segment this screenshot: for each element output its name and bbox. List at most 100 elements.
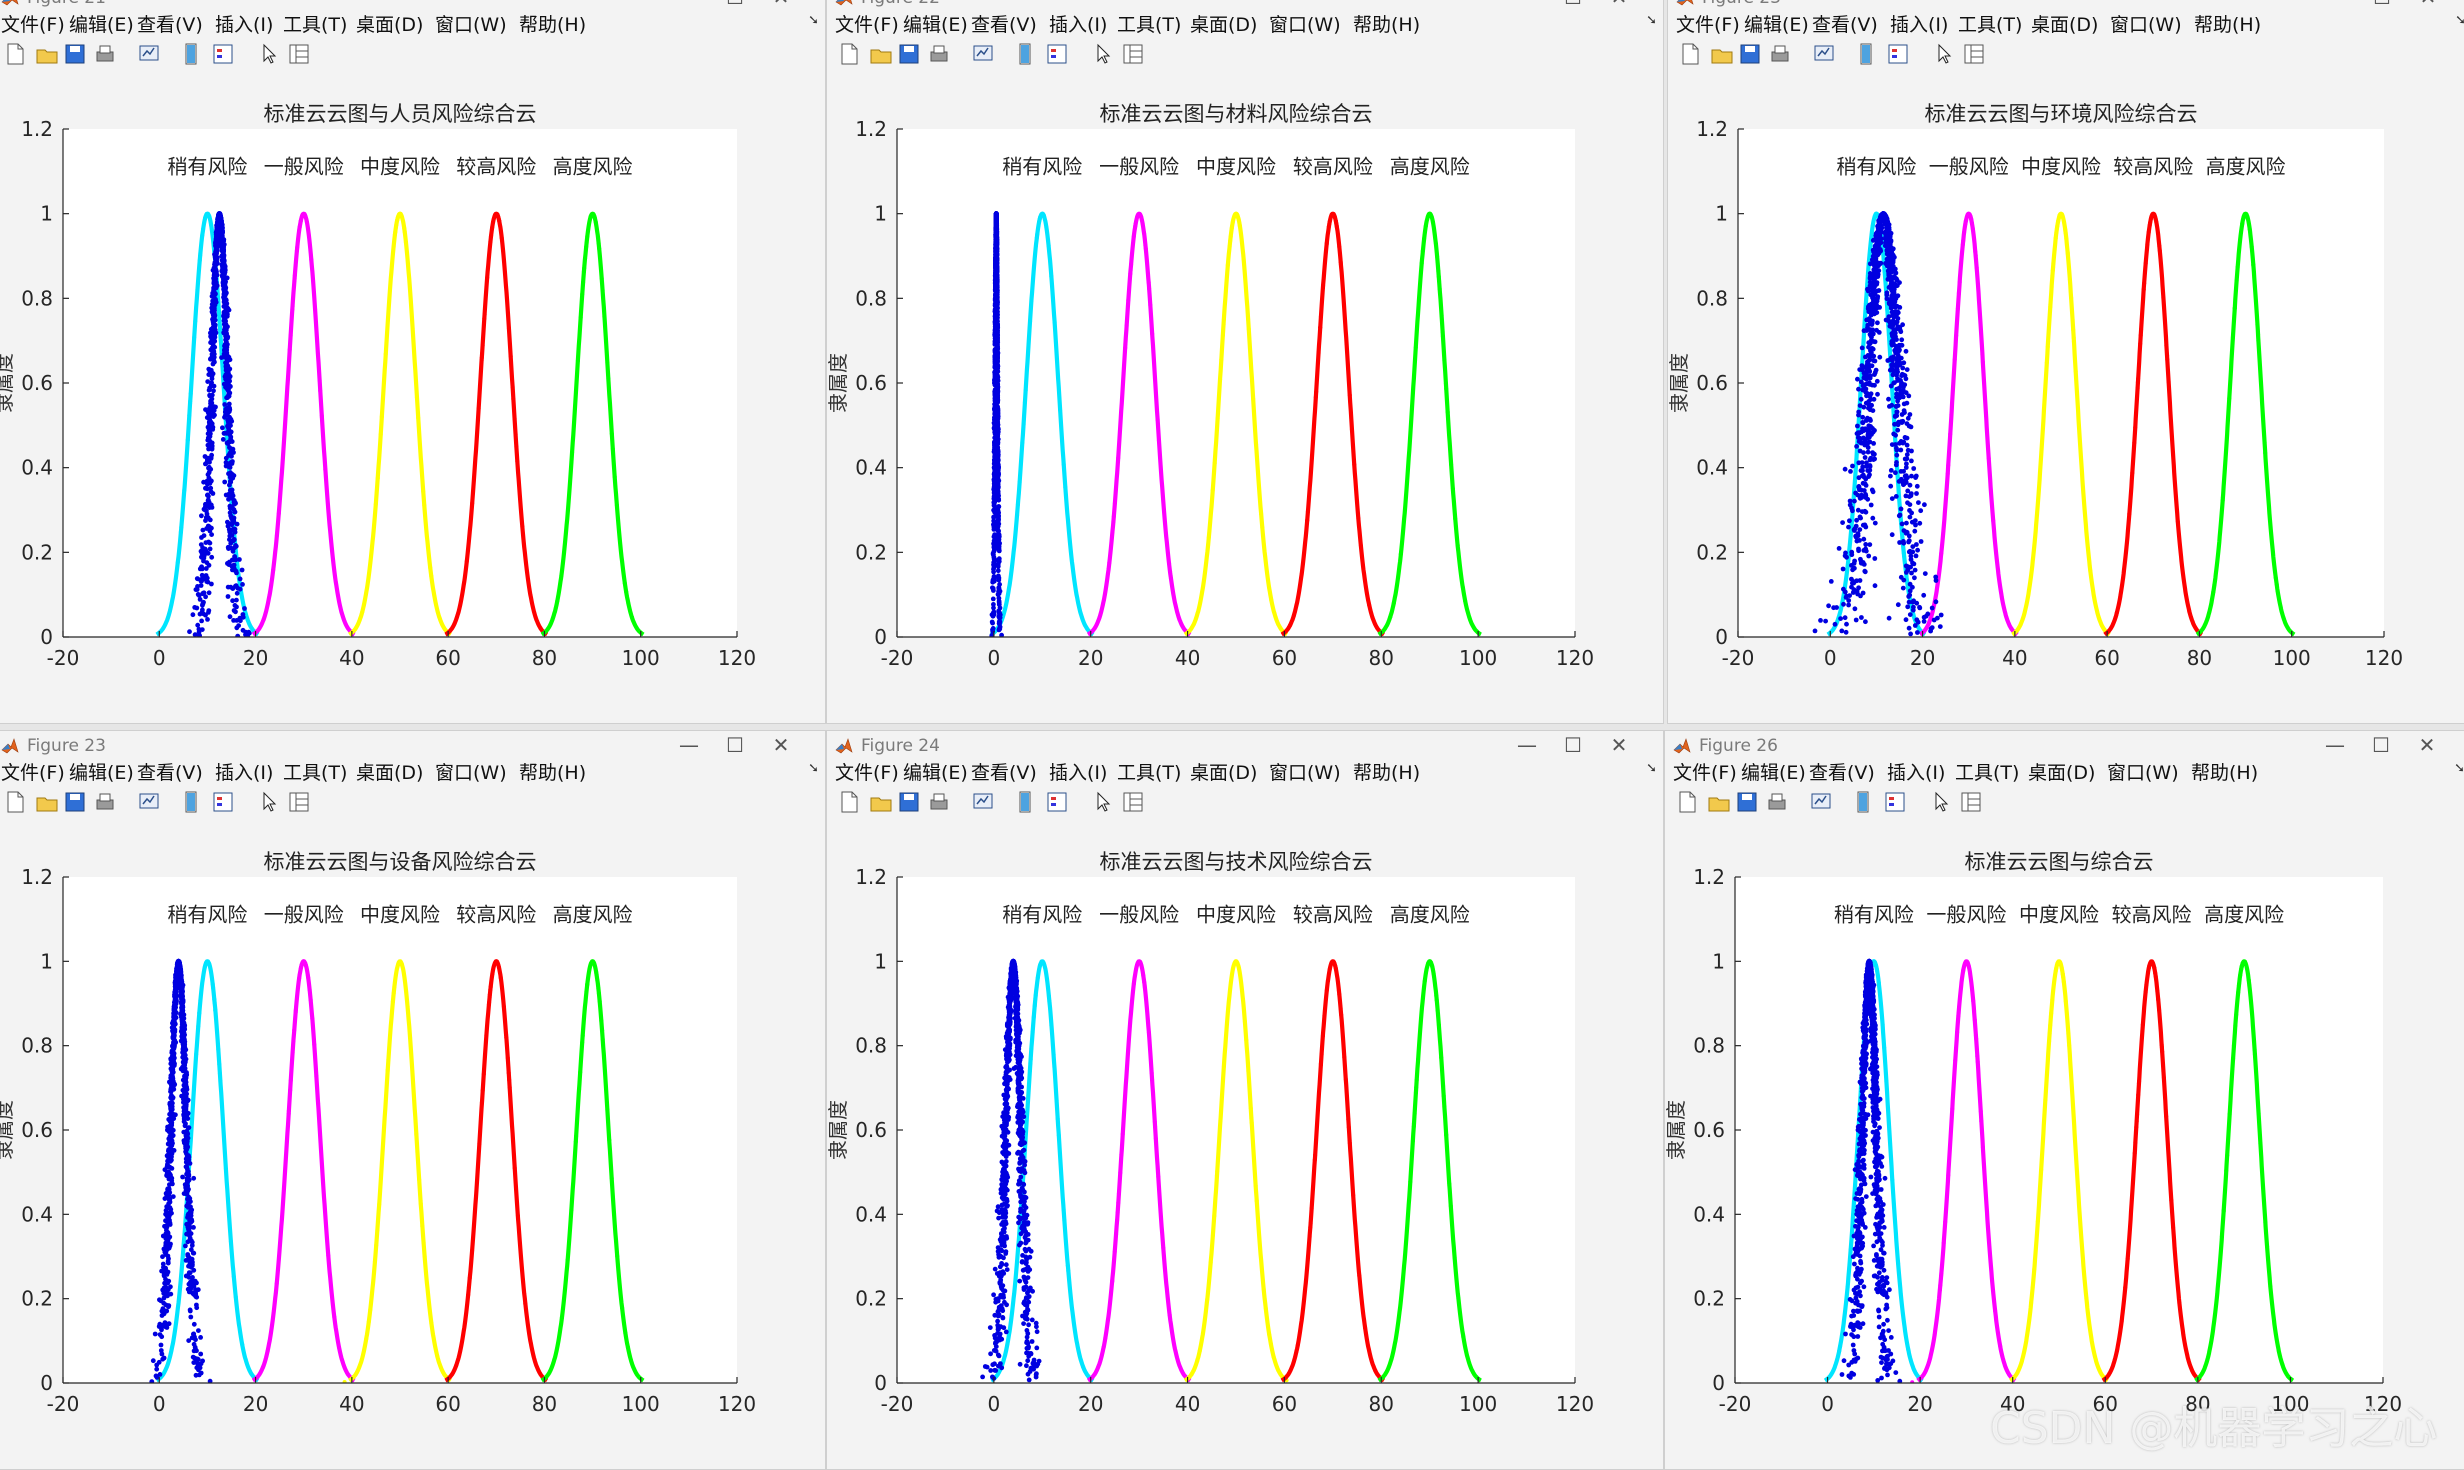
edit-plot-arrow-icon[interactable]: [257, 42, 281, 66]
save-icon[interactable]: [897, 790, 921, 814]
legend-icon[interactable]: [1883, 790, 1907, 814]
dock-arrow-icon[interactable]: ➘: [808, 13, 819, 28]
new-figure-icon[interactable]: [1675, 790, 1699, 814]
new-figure-icon[interactable]: [1678, 42, 1702, 66]
menu-item[interactable]: 桌面(D): [1190, 758, 1257, 785]
dock-arrow-icon[interactable]: ➘: [808, 761, 819, 776]
menu-item[interactable]: 工具(T): [283, 10, 347, 37]
menu-item[interactable]: 窗口(W): [435, 10, 507, 37]
link-plot-icon[interactable]: [137, 790, 161, 814]
save-icon[interactable]: [1735, 790, 1759, 814]
print-icon[interactable]: [1765, 790, 1789, 814]
menu-item[interactable]: 窗口(W): [2107, 758, 2179, 785]
link-plot-icon[interactable]: [1809, 790, 1833, 814]
menu-item[interactable]: 编辑(E): [69, 10, 134, 37]
save-icon[interactable]: [63, 42, 87, 66]
link-plot-icon[interactable]: [137, 42, 161, 66]
minimize-icon[interactable]: —: [677, 733, 701, 757]
menu-item[interactable]: 查看(V): [1809, 758, 1875, 785]
edit-plot-arrow-icon[interactable]: [1091, 790, 1115, 814]
print-icon[interactable]: [93, 790, 117, 814]
link-plot-icon[interactable]: [971, 42, 995, 66]
edit-plot-arrow-icon[interactable]: [257, 790, 281, 814]
menu-item[interactable]: 文件(F): [1, 10, 65, 37]
menu-item[interactable]: 插入(I): [1049, 758, 1107, 785]
new-figure-icon[interactable]: [837, 42, 861, 66]
new-figure-icon[interactable]: [3, 790, 27, 814]
property-inspector-icon[interactable]: [1959, 790, 1983, 814]
menu-item[interactable]: 文件(F): [1676, 10, 1740, 37]
close-icon[interactable]: ✕: [769, 733, 793, 757]
colorbar-icon[interactable]: [179, 790, 203, 814]
colorbar-icon[interactable]: [1854, 42, 1878, 66]
maximize-icon[interactable]: ☐: [723, 733, 747, 757]
property-inspector-icon[interactable]: [1121, 42, 1145, 66]
property-inspector-icon[interactable]: [287, 790, 311, 814]
maximize-icon[interactable]: ☐: [1561, 733, 1585, 757]
menu-item[interactable]: 帮助(H): [2194, 10, 2261, 37]
maximize-icon[interactable]: ☐: [2369, 733, 2393, 757]
menu-item[interactable]: 插入(I): [215, 10, 273, 37]
legend-icon[interactable]: [1045, 790, 1069, 814]
menu-item[interactable]: 桌面(D): [2031, 10, 2098, 37]
menu-item[interactable]: 窗口(W): [435, 758, 507, 785]
print-icon[interactable]: [927, 790, 951, 814]
menu-item[interactable]: 桌面(D): [356, 10, 423, 37]
dock-arrow-icon[interactable]: ➘: [2454, 761, 2464, 776]
menu-item[interactable]: 工具(T): [1955, 758, 2019, 785]
menu-item[interactable]: 文件(F): [1, 758, 65, 785]
minimize-icon[interactable]: —: [1515, 733, 1539, 757]
menu-item[interactable]: 编辑(E): [1744, 10, 1809, 37]
menu-item[interactable]: 帮助(H): [1353, 758, 1420, 785]
menu-item[interactable]: 桌面(D): [1190, 10, 1257, 37]
menu-item[interactable]: 查看(V): [971, 758, 1037, 785]
dock-arrow-icon[interactable]: ➘: [1646, 761, 1657, 776]
minimize-icon[interactable]: —: [2323, 733, 2347, 757]
edit-plot-arrow-icon[interactable]: [1929, 790, 1953, 814]
colorbar-icon[interactable]: [1013, 42, 1037, 66]
menu-item[interactable]: 帮助(H): [519, 758, 586, 785]
menu-item[interactable]: 文件(F): [1673, 758, 1737, 785]
print-icon[interactable]: [1768, 42, 1792, 66]
menu-item[interactable]: 插入(I): [1049, 10, 1107, 37]
save-icon[interactable]: [63, 790, 87, 814]
menu-item[interactable]: 桌面(D): [2028, 758, 2095, 785]
link-plot-icon[interactable]: [1812, 42, 1836, 66]
menu-item[interactable]: 编辑(E): [1741, 758, 1806, 785]
menu-item[interactable]: 插入(I): [1890, 10, 1948, 37]
new-figure-icon[interactable]: [3, 42, 27, 66]
open-file-icon[interactable]: [35, 42, 59, 66]
save-icon[interactable]: [1738, 42, 1762, 66]
menu-item[interactable]: 文件(F): [835, 758, 899, 785]
new-figure-icon[interactable]: [837, 790, 861, 814]
menu-item[interactable]: 工具(T): [1117, 10, 1181, 37]
menu-item[interactable]: 编辑(E): [903, 10, 968, 37]
menu-item[interactable]: 窗口(W): [1269, 758, 1341, 785]
colorbar-icon[interactable]: [1851, 790, 1875, 814]
menu-item[interactable]: 查看(V): [137, 758, 203, 785]
open-file-icon[interactable]: [869, 42, 893, 66]
edit-plot-arrow-icon[interactable]: [1091, 42, 1115, 66]
menu-item[interactable]: 窗口(W): [1269, 10, 1341, 37]
menu-item[interactable]: 编辑(E): [69, 758, 134, 785]
link-plot-icon[interactable]: [971, 790, 995, 814]
menu-item[interactable]: 工具(T): [1117, 758, 1181, 785]
dock-arrow-icon[interactable]: ➘: [2455, 13, 2464, 28]
colorbar-icon[interactable]: [179, 42, 203, 66]
edit-plot-arrow-icon[interactable]: [1932, 42, 1956, 66]
menu-item[interactable]: 查看(V): [971, 10, 1037, 37]
menu-item[interactable]: 文件(F): [835, 10, 899, 37]
menu-item[interactable]: 查看(V): [137, 10, 203, 37]
menu-item[interactable]: 工具(T): [1958, 10, 2022, 37]
legend-icon[interactable]: [211, 790, 235, 814]
dock-arrow-icon[interactable]: ➘: [1646, 13, 1657, 28]
menu-item[interactable]: 查看(V): [1812, 10, 1878, 37]
open-file-icon[interactable]: [869, 790, 893, 814]
save-icon[interactable]: [897, 42, 921, 66]
menu-item[interactable]: 窗口(W): [2110, 10, 2182, 37]
menu-item[interactable]: 帮助(H): [2191, 758, 2258, 785]
menu-item[interactable]: 帮助(H): [519, 10, 586, 37]
menu-item[interactable]: 帮助(H): [1353, 10, 1420, 37]
legend-icon[interactable]: [211, 42, 235, 66]
print-icon[interactable]: [927, 42, 951, 66]
